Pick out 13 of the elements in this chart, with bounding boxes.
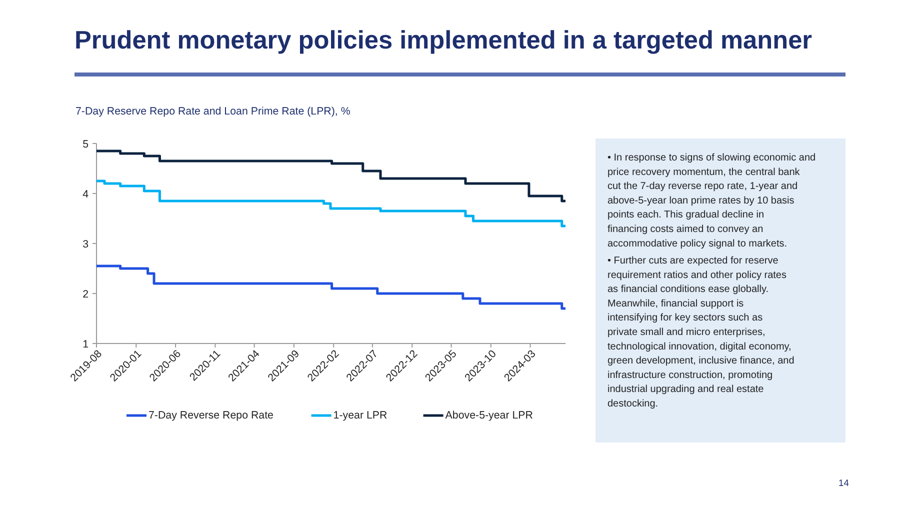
y-tick-label: 1 [82, 338, 89, 350]
y-tick-label: 5 [82, 138, 89, 150]
y-tick-label: 3 [82, 238, 89, 250]
text: 14 [838, 478, 849, 488]
chart-title: Prudent monetary policies implemented in a targeted manner [74, 26, 812, 54]
legend-label: Above-5-year LPR [445, 410, 534, 422]
legend-label: 1-year LPR [333, 410, 388, 422]
chart-subtitle: 7-Day Reserve Repo Rate and Loan Prime Rate (LPR), % [76, 106, 351, 118]
legend-label: 7-Day Reverse Repo Rate [148, 410, 274, 422]
text: • In response to signs of slowing economic and price recovery momentum, the central bank cut the 7-day reverse repo rate, 1-year and above-5-year loan prime rates by 10 basis points each. This gradual decline in financing costs aimed to convey an accommodative policy signal to markets. [608, 152, 816, 250]
y-tick-label: 2 [82, 288, 89, 300]
y-tick-label: 4 [82, 188, 89, 200]
text: • Further cuts are expected for reserve requirement ratios and other policy rates as financial conditions ease globally. Meanwhile, financial support is intensifying for key sectors such as private small and micro enterprises, technological innovation, digital economy, green development, inclusive finance, and infrastructure construction, promoting industrial upgrading and real estate destocking. [608, 256, 794, 410]
